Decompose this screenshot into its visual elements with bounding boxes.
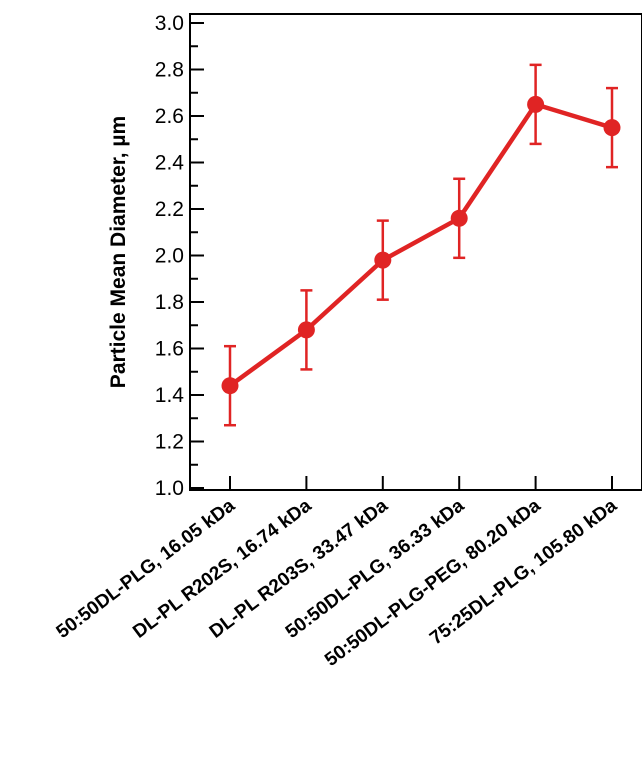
y-tick-label: 1.4	[155, 384, 185, 407]
y-tick-label: 2.6	[155, 105, 184, 128]
y-tick-label: 3.0	[155, 12, 184, 35]
y-tick-label: 1.0	[155, 477, 184, 500]
y-tick-label: 2.8	[155, 59, 184, 82]
y-tick-label: 2.4	[155, 152, 185, 175]
data-point	[527, 95, 545, 113]
y-axis: 1.0 1.2 1.4 1.6 1.8 2.0 2.2 2.4 2.6 2.8 3.0	[155, 12, 204, 500]
y-tick-label: 1.8	[155, 291, 184, 314]
data-point	[374, 251, 392, 269]
y-tick-label: 2.2	[155, 198, 184, 221]
series-line	[228, 102, 613, 388]
y-axis-title: Particle Mean Diameter, µm	[107, 116, 130, 388]
plot-frame	[189, 13, 642, 491]
data-point	[297, 321, 315, 339]
y-tick-label: 2.0	[155, 245, 184, 268]
series-layer	[221, 63, 621, 427]
data-point	[221, 377, 239, 395]
data-point	[603, 119, 621, 137]
data-point	[450, 209, 468, 227]
y-tick-label: 1.6	[155, 338, 184, 361]
y-tick-label: 1.2	[155, 431, 184, 454]
